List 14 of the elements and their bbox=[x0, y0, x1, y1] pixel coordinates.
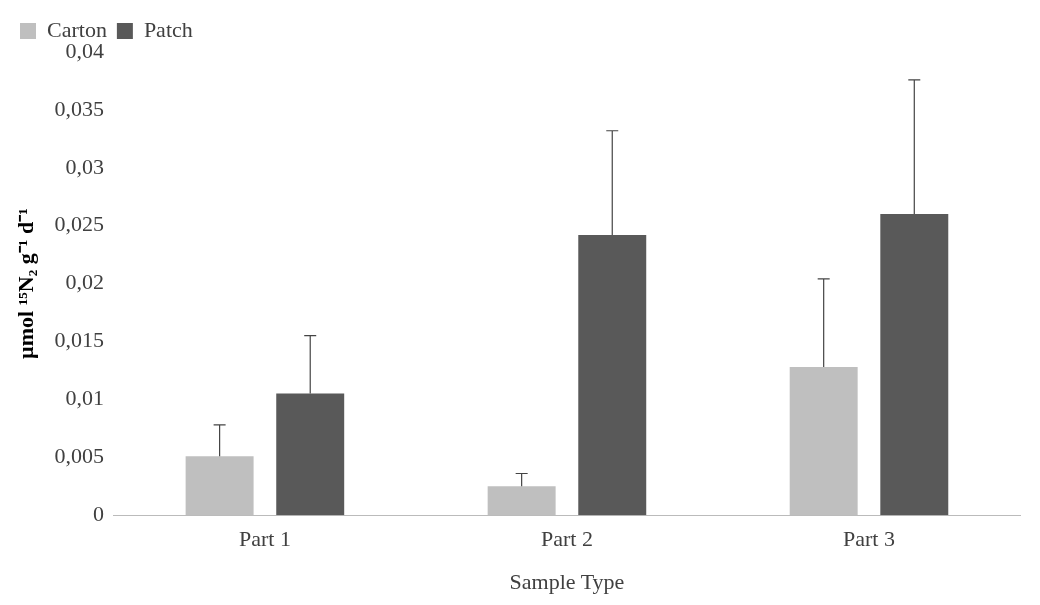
x-tick-label: Part 2 bbox=[540, 526, 593, 552]
y-tick-label: 0 bbox=[92, 500, 104, 526]
y-axis-title: µmol ¹⁵N₂ g⁻¹ d⁻¹ bbox=[12, 208, 38, 359]
y-tick-label: 0,025 bbox=[54, 211, 104, 237]
legend-label: Patch bbox=[143, 16, 193, 42]
y-tick-label: 0,005 bbox=[54, 443, 104, 469]
y-tick-label: 0,01 bbox=[65, 385, 104, 411]
y-tick-label: 0,02 bbox=[65, 269, 104, 295]
x-axis-title: Sample Type bbox=[509, 568, 625, 594]
x-tick-label: Part 3 bbox=[843, 526, 895, 552]
y-tick-label: 0,015 bbox=[54, 327, 104, 353]
y-tick-label: 0,035 bbox=[54, 95, 104, 121]
y-tick-label: 0,03 bbox=[65, 153, 104, 179]
x-tick-label: Part 1 bbox=[238, 526, 291, 552]
